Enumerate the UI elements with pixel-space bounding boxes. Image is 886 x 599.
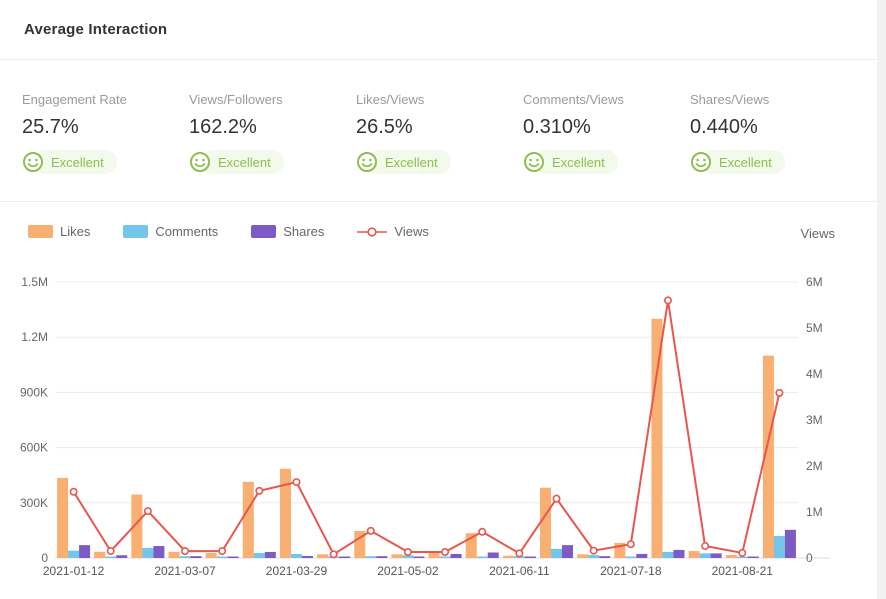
legend-item-likes[interactable]: Likes — [28, 224, 90, 239]
rating-badge: Excellent — [189, 150, 284, 174]
svg-text:2021-06-11: 2021-06-11 — [489, 564, 550, 578]
svg-text:2M: 2M — [806, 459, 823, 473]
metric-views-followers: Views/Followers 162.2% Excellent — [189, 92, 356, 201]
chart-section: Likes Comments Shares Views Views 0 300K 6… — [0, 202, 886, 598]
rating-badge: Excellent — [356, 150, 451, 174]
legend-label: Shares — [283, 224, 325, 239]
comments-swatch — [123, 225, 149, 238]
metric-value: 162.2% — [189, 116, 257, 138]
shares-swatch — [251, 225, 277, 238]
badge-pill — [33, 150, 117, 174]
badge-pill — [701, 150, 785, 174]
smiley-icon — [23, 152, 43, 172]
badge-label: Excellent — [218, 154, 271, 170]
likes-swatch — [28, 225, 53, 238]
metric-likes-views: Likes/Views 26.5% Excellent — [356, 92, 523, 201]
metrics-row: Engagement Rate 25.7% Excellent Views/Fo… — [0, 60, 886, 202]
svg-text:0: 0 — [806, 551, 813, 565]
legend-label: Likes — [60, 224, 91, 239]
scrollbar-track[interactable] — [877, 0, 886, 599]
chart-legend: Likes Comments Shares Views — [28, 224, 429, 239]
svg-text:2021-03-29: 2021-03-29 — [266, 564, 328, 578]
metric-comments-views: Comments/Views 0.310% Excellent — [523, 92, 690, 201]
legend-item-shares[interactable]: Shares — [251, 224, 324, 239]
badge-pill — [200, 150, 284, 174]
badge-pill — [367, 150, 451, 174]
svg-text:2021-05-02: 2021-05-02 — [377, 564, 439, 578]
page-title: Average Interaction — [24, 21, 168, 38]
svg-text:1.5M: 1.5M — [21, 275, 48, 289]
svg-text:2021-08-21: 2021-08-21 — [712, 564, 774, 578]
metric-label: Views/Followers — [189, 92, 283, 107]
badge-label: Excellent — [552, 154, 605, 170]
legend-item-views[interactable]: Views — [357, 224, 429, 239]
metric-value: 25.7% — [22, 116, 79, 138]
rating-badge: Excellent — [690, 150, 785, 174]
svg-text:5M: 5M — [806, 321, 823, 335]
metric-engagement-rate: Engagement Rate 25.7% Excellent — [22, 92, 189, 201]
badge-label: Excellent — [385, 154, 438, 170]
svg-text:900K: 900K — [20, 385, 48, 399]
legend-label: Comments — [155, 224, 219, 239]
interaction-trend-chart[interactable]: 0 300K 600K 900K 1.2M 1.5M 0 1M 2M 3M 4M 5M 6M 2021-0… — [0, 202, 886, 598]
svg-text:4M: 4M — [806, 367, 823, 381]
metric-value: 26.5% — [356, 116, 413, 138]
svg-text:0: 0 — [41, 551, 48, 565]
rating-badge: Excellent — [22, 150, 117, 174]
svg-text:1.2M: 1.2M — [21, 330, 48, 344]
badge-label: Excellent — [51, 154, 104, 170]
svg-text:2021-03-07: 2021-03-07 — [154, 564, 216, 578]
metric-label: Likes/Views — [356, 92, 425, 107]
smiley-icon — [691, 152, 711, 172]
badge-label: Excellent — [719, 154, 772, 170]
svg-text:3M: 3M — [806, 413, 823, 427]
metric-value: 0.310% — [523, 116, 591, 138]
right-axis-title: Views — [800, 226, 835, 241]
metric-shares-views: Shares/Views 0.440% Excellent — [690, 92, 857, 201]
svg-text:1M: 1M — [806, 505, 823, 519]
metric-label: Shares/Views — [690, 92, 770, 107]
svg-text:600K: 600K — [20, 441, 48, 455]
smiley-icon — [357, 152, 377, 172]
svg-text:6M: 6M — [806, 275, 823, 289]
views-line-icon — [357, 226, 388, 237]
metric-label: Comments/Views — [523, 92, 624, 107]
svg-text:300K: 300K — [20, 496, 48, 510]
legend-item-comments[interactable]: Comments — [123, 224, 218, 239]
rating-badge: Excellent — [523, 150, 618, 174]
svg-text:2021-07-18: 2021-07-18 — [600, 564, 662, 578]
svg-text:2021-01-12: 2021-01-12 — [43, 564, 105, 578]
badge-pill — [534, 150, 618, 174]
smiley-icon — [190, 152, 210, 172]
metric-label: Engagement Rate — [22, 92, 127, 107]
card-header: Average Interaction — [0, 0, 886, 60]
legend-label: Views — [394, 224, 429, 239]
metric-value: 0.440% — [690, 116, 758, 138]
smiley-icon — [524, 152, 544, 172]
